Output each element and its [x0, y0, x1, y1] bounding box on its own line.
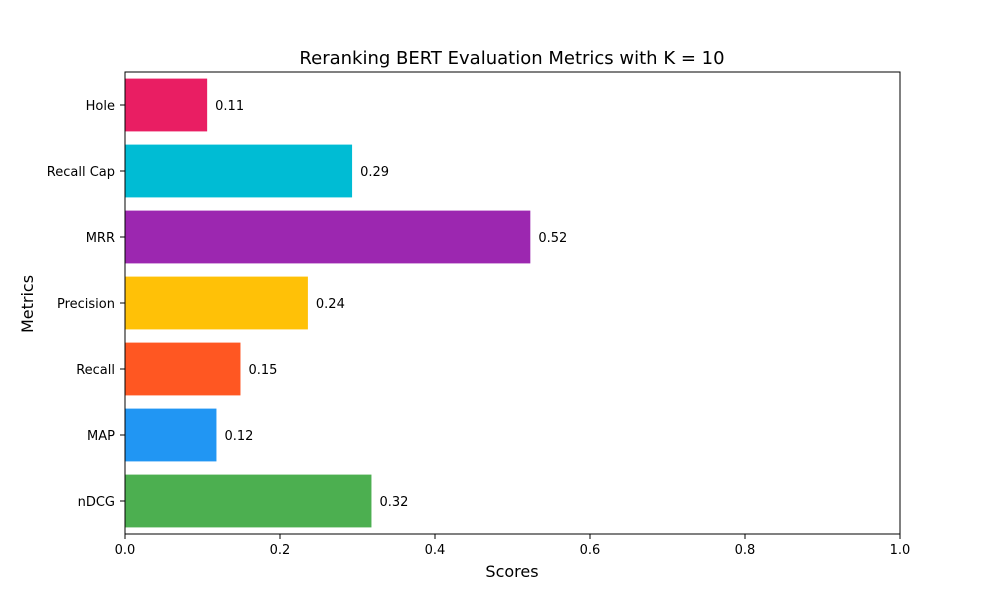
chart-title: Reranking BERT Evaluation Metrics with K… — [299, 48, 724, 69]
bar-recall — [125, 342, 241, 396]
y-tick-label: MAP — [87, 429, 115, 444]
bar-hole — [125, 78, 208, 132]
data-label-hole: 0.11 — [215, 99, 244, 114]
x-tick-label: 0.0 — [115, 543, 136, 558]
y-tick-label: Recall — [76, 363, 115, 378]
bar-map — [125, 408, 217, 462]
x-tick-label: 0.4 — [425, 543, 446, 558]
y-tick-label: MRR — [86, 231, 115, 246]
data-label-precision: 0.24 — [316, 297, 345, 312]
y-tick-label: nDCG — [78, 495, 115, 510]
value-labels-layer: 0.32 0.12 0.15 0.24 0.52 0.29 0.11 — [215, 99, 567, 510]
plot-frame — [124, 71, 901, 535]
x-tick-label: 1.0 — [890, 543, 911, 558]
y-tick-label: Recall Cap — [47, 165, 115, 180]
y-tick-label: Hole — [86, 99, 115, 114]
data-label-recall: 0.15 — [248, 363, 277, 378]
x-axis-label: Scores — [485, 562, 538, 581]
y-tick-label: Precision — [57, 297, 115, 312]
bar-ndcg — [125, 474, 372, 528]
data-label-map: 0.12 — [224, 429, 253, 444]
bar-recall-cap — [125, 144, 353, 198]
x-tick-label: 0.6 — [580, 543, 601, 558]
x-ticks-layer: 0.0 0.2 0.4 0.6 0.8 1.0 — [115, 534, 911, 558]
y-axis-label: Metrics — [18, 275, 37, 333]
x-tick-label: 0.8 — [735, 543, 756, 558]
data-label-mrr: 0.52 — [538, 231, 567, 246]
bar-mrr — [125, 210, 531, 264]
x-tick-label: 0.2 — [270, 543, 291, 558]
bar-precision — [125, 276, 308, 330]
bars-layer — [125, 78, 531, 528]
data-label-recall-cap: 0.29 — [360, 165, 389, 180]
y-ticks-layer: nDCG MAP Recall Precision MRR Recall Cap Hole — [47, 99, 125, 510]
data-label-ndcg: 0.32 — [379, 495, 408, 510]
